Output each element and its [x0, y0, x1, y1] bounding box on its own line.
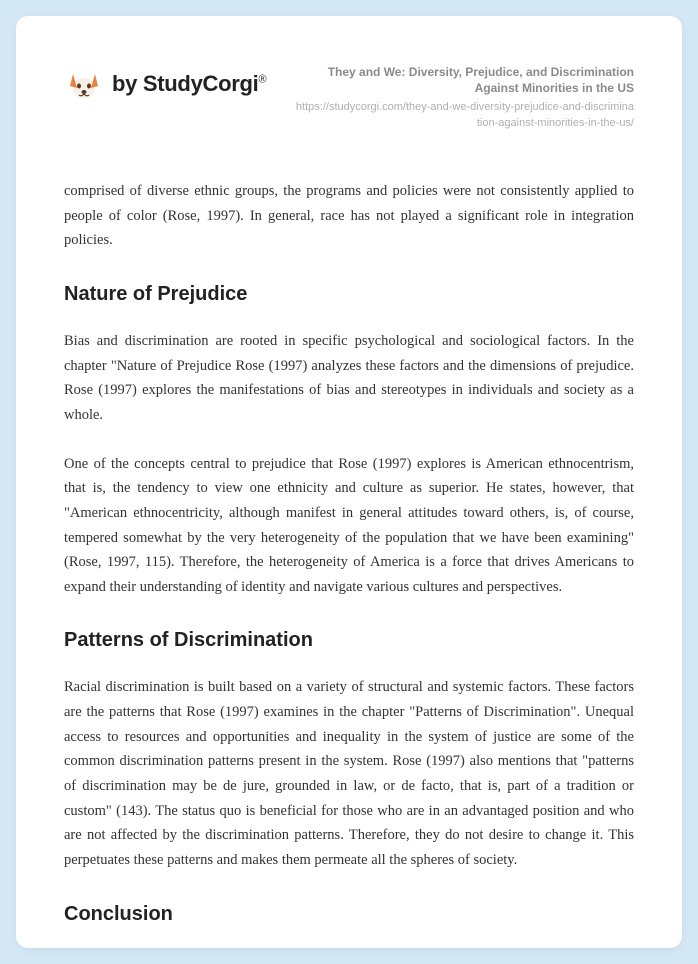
header-meta: They and We: Diversity, Prejudice, and D… — [294, 64, 634, 131]
document-page: by StudyCorgi® They and We: Diversity, P… — [16, 16, 682, 948]
brand-text: by StudyCorgi® — [112, 71, 266, 97]
paragraph: Bias and discrimination are rooted in sp… — [64, 329, 634, 428]
paragraph: One of the concepts central to prejudice… — [64, 452, 634, 600]
document-title: They and We: Diversity, Prejudice, and D… — [294, 64, 634, 96]
document-url: https://studycorgi.com/they-and-we-diver… — [294, 100, 634, 131]
registered-mark: ® — [258, 74, 266, 86]
paragraph: Racial discrimination is built based on … — [64, 675, 634, 872]
page-header: by StudyCorgi® They and We: Diversity, P… — [64, 64, 634, 131]
intro-fragment-paragraph: comprised of diverse ethnic groups, the … — [64, 179, 634, 253]
section-heading-patterns: Patterns of Discrimination — [64, 623, 634, 657]
brand: by StudyCorgi® — [64, 64, 266, 104]
section-heading-nature: Nature of Prejudice — [64, 277, 634, 311]
section-heading-conclusion: Conclusion — [64, 897, 634, 931]
document-body: comprised of diverse ethnic groups, the … — [64, 179, 634, 930]
corgi-logo-icon — [64, 64, 104, 104]
brand-name: StudyCorgi — [143, 71, 259, 96]
brand-prefix: by — [112, 71, 143, 96]
